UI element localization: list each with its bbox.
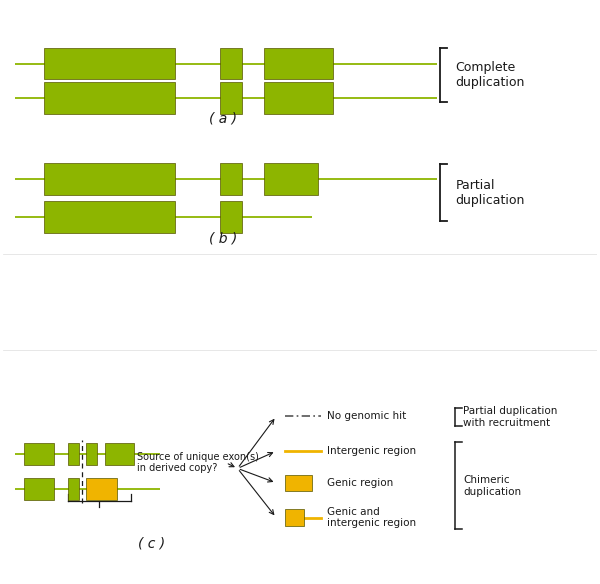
Text: ( a ): ( a )	[209, 112, 237, 126]
Bar	[68, 478, 79, 500]
Bar	[44, 201, 175, 232]
Bar	[220, 164, 242, 195]
Bar	[265, 164, 318, 195]
Text: ( c ): ( c )	[138, 537, 165, 551]
Bar	[220, 48, 242, 79]
Text: ( b ): ( b )	[209, 231, 237, 245]
Bar	[220, 82, 242, 114]
Bar	[265, 82, 332, 114]
Text: Complete
duplication: Complete duplication	[456, 61, 525, 89]
Bar	[68, 443, 79, 465]
Text: Genic region: Genic region	[327, 478, 393, 488]
Text: Genic and
intergenic region: Genic and intergenic region	[327, 507, 416, 529]
Text: Intergenic region: Intergenic region	[327, 446, 416, 456]
Text: Chimeric
duplication: Chimeric duplication	[463, 475, 521, 496]
Bar	[265, 48, 332, 79]
Bar	[23, 443, 55, 465]
Bar	[44, 164, 175, 195]
Bar	[23, 478, 55, 500]
Bar	[44, 82, 175, 114]
Bar	[86, 443, 97, 465]
Bar	[285, 475, 312, 491]
Bar	[105, 443, 134, 465]
Bar	[86, 478, 117, 500]
Bar	[220, 201, 242, 232]
Text: Source of unique exon(s)
in derived copy?: Source of unique exon(s) in derived copy…	[137, 452, 259, 474]
Bar	[44, 48, 175, 79]
Bar	[285, 509, 304, 526]
Text: Partial
duplication: Partial duplication	[456, 179, 525, 207]
Text: Partial duplication
with recruitment: Partial duplication with recruitment	[463, 406, 558, 427]
Text: No genomic hit: No genomic hit	[327, 411, 406, 422]
